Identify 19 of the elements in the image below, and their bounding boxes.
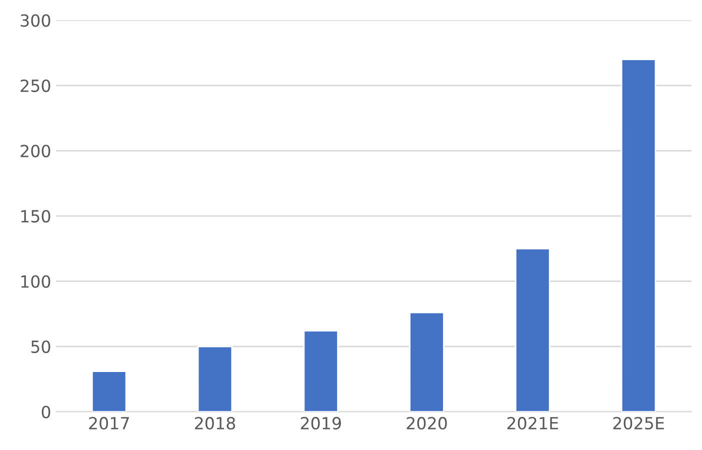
y-tick-label: 300 xyxy=(20,14,50,27)
y-tick-label: 50 xyxy=(31,340,50,354)
bar xyxy=(197,346,233,412)
x-tick-label: 2025E xyxy=(613,416,664,430)
bar xyxy=(303,330,339,412)
x-tick-label: 2020 xyxy=(406,416,447,430)
bar xyxy=(515,248,550,412)
x-tick-label: 2019 xyxy=(300,416,341,430)
y-tick-label: 250 xyxy=(20,79,50,92)
y-tick-label: 150 xyxy=(21,210,50,223)
y-tick-label: 0 xyxy=(42,406,50,418)
bar xyxy=(91,370,127,412)
bar xyxy=(620,58,656,412)
x-tick-label: 2018 xyxy=(195,416,236,430)
y-tick-label: 100 xyxy=(21,275,50,288)
bar xyxy=(409,312,444,412)
x-tick-label: 2021E xyxy=(507,416,558,430)
y-tick-label: 200 xyxy=(20,144,50,158)
x-tick-label: 2017 xyxy=(89,416,129,430)
